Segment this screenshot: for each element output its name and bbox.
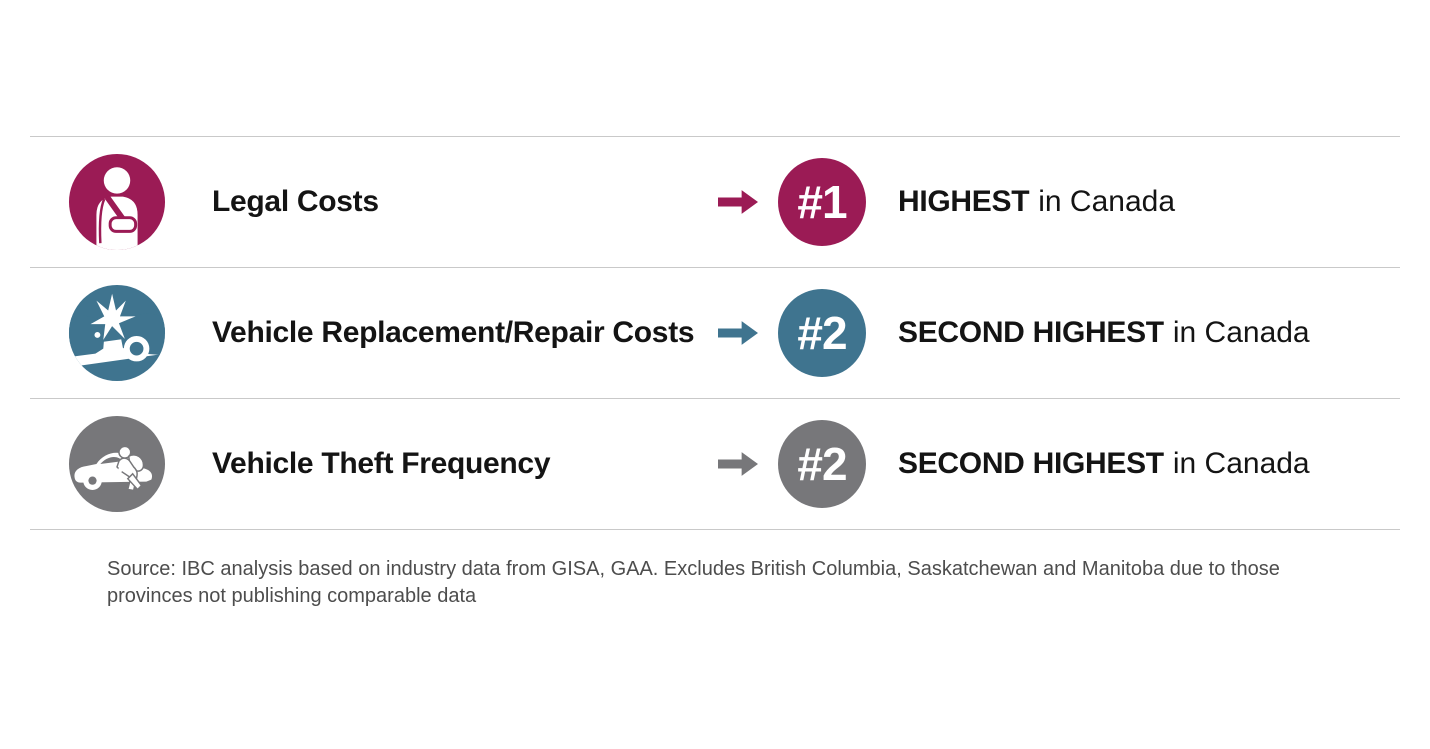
source-note-line2: provinces not publishing comparable data: [107, 585, 477, 607]
rank-suffix: in Canada: [1172, 316, 1310, 349]
rank-badge: #2: [778, 420, 866, 508]
rank-badge-number: #2: [797, 307, 847, 359]
rank-text: HIGHEST in Canada: [898, 185, 1175, 219]
right-arrow-icon: [718, 190, 758, 214]
rank-badge-number: #2: [797, 438, 847, 490]
rank-suffix: in Canada: [1172, 447, 1310, 480]
row-label: Vehicle Replacement/Repair Costs: [212, 316, 695, 349]
ranking-row-vehicle-repair-costs: Vehicle Replacement/Repair Costs #2 SECO…: [30, 268, 1400, 399]
rank-emphasis: SECOND HIGHEST: [898, 447, 1164, 480]
rank-group: #2 SECOND HIGHEST in Canada: [718, 420, 1310, 508]
car-theft-icon: [68, 415, 166, 513]
row-label: Vehicle Theft Frequency: [212, 447, 551, 480]
right-arrow-icon: [718, 452, 758, 476]
rank-text: SECOND HIGHEST in Canada: [898, 316, 1310, 350]
rank-group: #1 HIGHEST in Canada: [718, 158, 1175, 246]
rank-badge-number: #1: [797, 176, 847, 228]
rank-text: SECOND HIGHEST in Canada: [898, 447, 1310, 481]
injured-person-icon: [68, 153, 166, 251]
right-arrow-icon: [718, 321, 758, 345]
rank-badge: #1: [778, 158, 866, 246]
source-note: Source: IBC analysis based on industry d…: [107, 556, 1280, 610]
rank-emphasis: SECOND HIGHEST: [898, 316, 1164, 349]
rank-emphasis: HIGHEST: [898, 185, 1030, 218]
ranking-row-vehicle-theft: Vehicle Theft Frequency #2 SECOND HIGHES…: [30, 399, 1400, 530]
rank-group: #2 SECOND HIGHEST in Canada: [718, 289, 1310, 377]
rank-badge: #2: [778, 289, 866, 377]
row-label: Legal Costs: [212, 185, 379, 218]
rank-suffix: in Canada: [1038, 185, 1176, 218]
ranking-row-legal-costs: Legal Costs #1 HIGHEST in Canada: [30, 137, 1400, 268]
source-note-line1: Source: IBC analysis based on industry d…: [107, 558, 1280, 580]
ranking-table: Legal Costs #1 HIGHEST in Canada: [30, 136, 1400, 530]
car-crash-icon: [68, 284, 166, 382]
